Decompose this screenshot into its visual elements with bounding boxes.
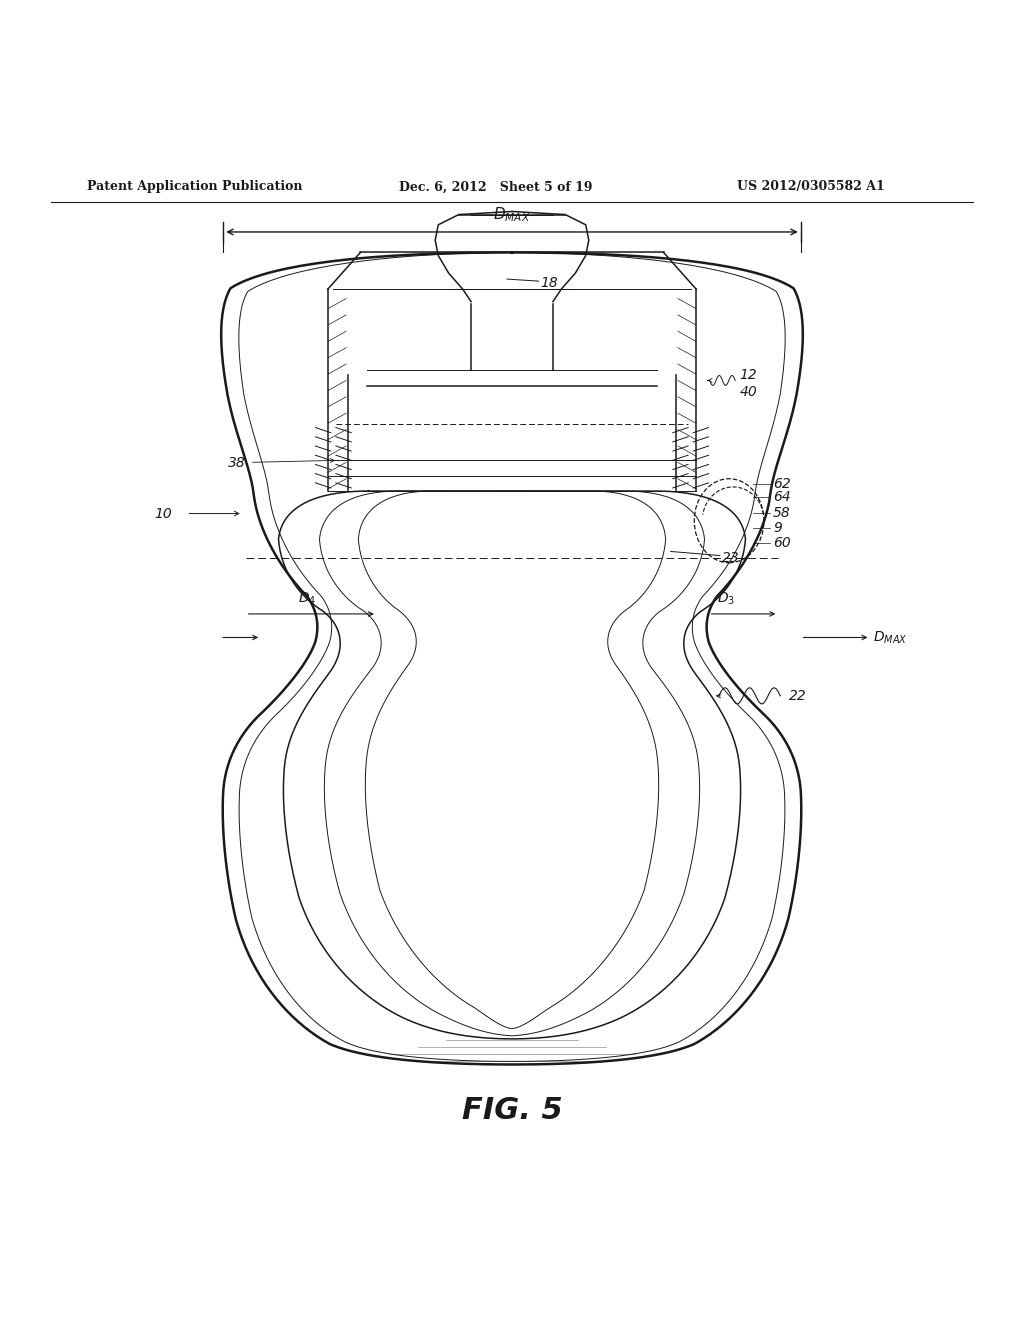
Text: $D_3$: $D_3$ — [717, 590, 735, 607]
Text: 64: 64 — [773, 490, 791, 504]
Text: $D_{MAX}$: $D_{MAX}$ — [873, 630, 908, 645]
Text: 62: 62 — [773, 477, 791, 491]
Text: 40: 40 — [739, 384, 757, 399]
Text: US 2012/0305582 A1: US 2012/0305582 A1 — [737, 181, 885, 194]
Text: 58: 58 — [773, 506, 791, 520]
Text: $D_4$: $D_4$ — [298, 590, 316, 607]
Text: 12: 12 — [739, 368, 757, 383]
Text: 18: 18 — [541, 276, 558, 290]
Text: 60: 60 — [773, 536, 791, 550]
Text: 22: 22 — [788, 689, 806, 702]
Text: 9: 9 — [773, 521, 782, 535]
Text: 23: 23 — [722, 550, 739, 565]
Text: Dec. 6, 2012   Sheet 5 of 19: Dec. 6, 2012 Sheet 5 of 19 — [399, 181, 593, 194]
Text: 10: 10 — [155, 507, 172, 520]
Text: FIG. 5: FIG. 5 — [462, 1096, 562, 1125]
Text: 38: 38 — [228, 457, 246, 470]
Text: $D_{MAX}$: $D_{MAX}$ — [494, 205, 530, 224]
Text: Patent Application Publication: Patent Application Publication — [87, 181, 302, 194]
